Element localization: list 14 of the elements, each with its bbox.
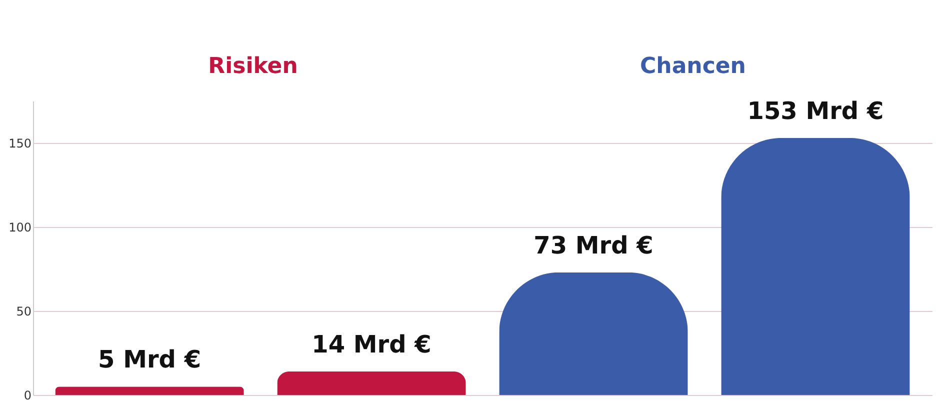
y-tick-label: 150 (8, 136, 32, 150)
bar (499, 272, 688, 395)
y-tick-label: 100 (8, 220, 32, 234)
y-tick-label: 50 (16, 304, 32, 318)
data-label: 73 Mrd € (534, 231, 654, 260)
text: Chancen (640, 54, 746, 79)
bar (55, 386, 244, 395)
data-label: 5 Mrd € (98, 346, 202, 374)
bar (721, 138, 910, 395)
y-tick-label: 0 (24, 388, 32, 402)
bar (277, 371, 466, 395)
data-label: 14 Mrd € (312, 330, 432, 358)
data-label: 153 Mrd € (747, 96, 884, 125)
text: Risiken (208, 54, 298, 79)
